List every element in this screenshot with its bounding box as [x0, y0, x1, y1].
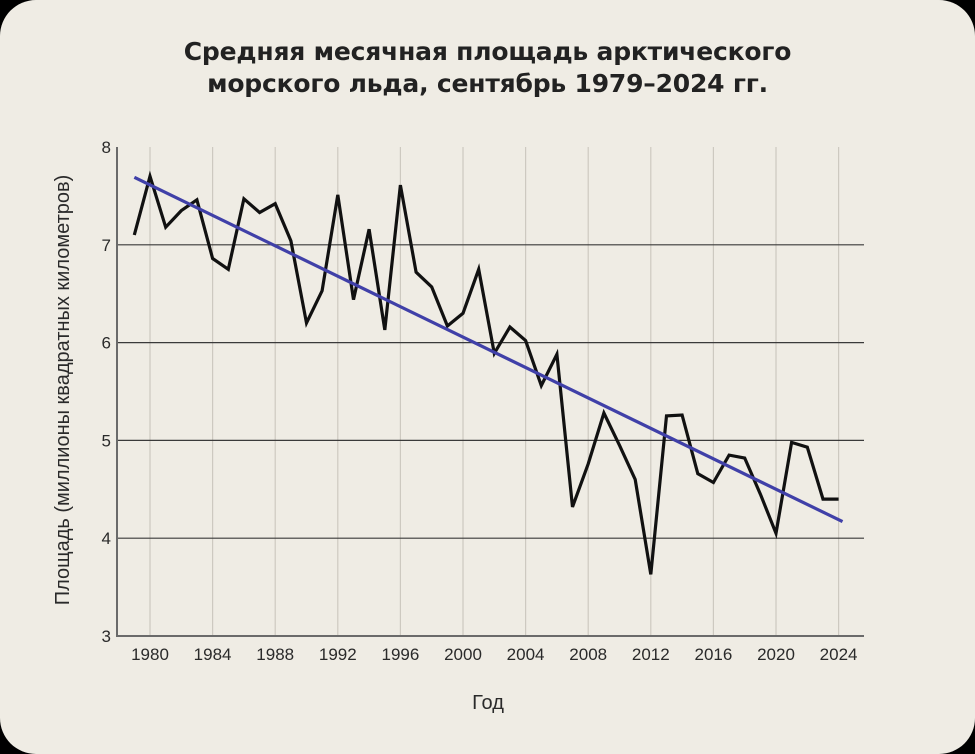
vertical-gridlines — [149, 147, 840, 636]
x-axis-tick-labels: 1980 1984 1988 1992 1996 2000 2004 2008 2012 2016… — [131, 645, 857, 664]
x-tick-label: 2000 — [444, 645, 482, 664]
y-tick-label: 6 — [102, 334, 111, 353]
y-axis-tick-labels: 3 4 5 6 7 8 — [102, 138, 111, 646]
x-tick-label: 2016 — [694, 645, 732, 664]
x-tick-label: 2012 — [632, 645, 670, 664]
x-tick-label: 2008 — [569, 645, 607, 664]
chart-title: Средняя месячная площадь арктического мо… — [0, 36, 975, 100]
x-axis-label: Год — [472, 692, 504, 714]
trend-line — [133, 175, 844, 524]
y-axis-label: Площадь (миллионы квадратных километров) — [52, 175, 74, 606]
y-tick-label: 3 — [102, 627, 111, 646]
x-tick-label: 2004 — [507, 645, 545, 664]
chart-title-line-2: морского льда, сентябрь 1979–2024 гг. — [207, 69, 768, 98]
axes — [116, 147, 864, 637]
x-tick-label: 1984 — [194, 645, 232, 664]
sea-ice-extent-line — [132, 170, 839, 575]
y-tick-label: 7 — [102, 236, 111, 255]
y-tick-label: 4 — [102, 529, 111, 548]
horizontal-gridlines — [117, 244, 864, 539]
x-tick-label: 1996 — [381, 645, 419, 664]
chart-title-line-1: Средняя месячная площадь арктического — [183, 37, 792, 66]
x-tick-label: 1992 — [319, 645, 357, 664]
y-tick-label: 8 — [102, 138, 111, 157]
x-tick-label: 1980 — [131, 645, 169, 664]
x-tick-label: 2020 — [757, 645, 795, 664]
x-tick-label: 1988 — [256, 645, 294, 664]
y-tick-label: 5 — [102, 431, 111, 450]
x-tick-label: 2024 — [820, 645, 858, 664]
